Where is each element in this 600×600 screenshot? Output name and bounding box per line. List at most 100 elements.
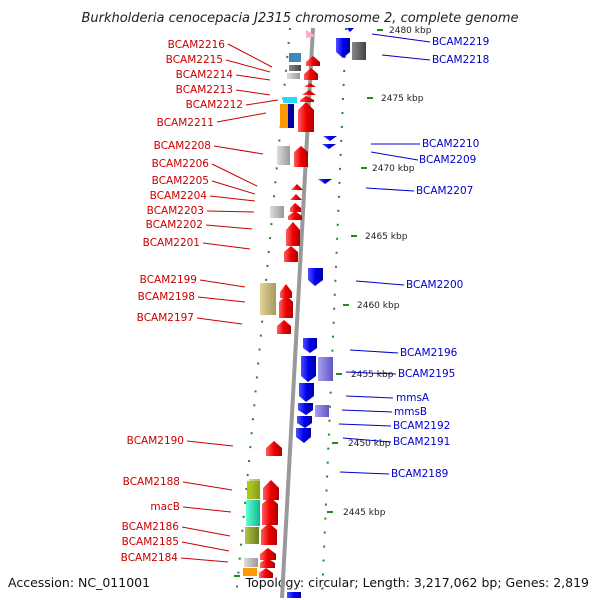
gene-label-bcam2197[interactable]: BCAM2197	[137, 312, 194, 324]
gene-label-bcam2208[interactable]: BCAM2208	[154, 140, 211, 152]
gene-label-bcam2189[interactable]: BCAM2189	[391, 468, 448, 480]
right-gene-labels: BCAM2219 BCAM2218 BCAM2210 BCAM2209 BCAM…	[391, 36, 489, 480]
gene-block	[318, 357, 333, 381]
gene-label-bcam2219[interactable]: BCAM2219	[432, 36, 489, 48]
topology-label: Topology: circular; Length: 3,217,062 bp…	[245, 575, 589, 590]
gene-arrow-reverse	[308, 268, 323, 286]
left-gene-labels: BCAM2216 BCAM2215 BCAM2214 BCAM2213 BCAM…	[121, 39, 243, 564]
gene-arrow-forward	[277, 320, 291, 334]
gene-block	[352, 42, 366, 60]
gene-label-bcam2184[interactable]: BCAM2184	[121, 552, 179, 564]
gene-arrow-forward	[279, 295, 293, 318]
scale-label-2475: 2475 kbp	[381, 94, 424, 104]
gene-label-macb[interactable]: macB	[150, 501, 180, 513]
gene-arrow-forward	[260, 548, 276, 560]
gene-block	[246, 500, 260, 526]
gene-arrow-forward	[261, 523, 277, 545]
gene-arrow-forward	[290, 203, 301, 212]
gene-label-bcam2211[interactable]: BCAM2211	[157, 117, 214, 129]
gene-arrow-forward	[298, 102, 314, 132]
gene-arrow-forward	[266, 441, 282, 456]
gene-arrow-forward	[300, 96, 314, 102]
gene-label-bcam2213[interactable]: BCAM2213	[176, 84, 233, 96]
gene-label-bcam2215[interactable]: BCAM2215	[166, 54, 223, 66]
gene-arrow-reverse	[322, 144, 336, 149]
gene-block	[270, 206, 284, 218]
scale-label-2470: 2470 kbp	[372, 164, 415, 174]
gene-label-bcam2206[interactable]: BCAM2206	[152, 158, 210, 170]
gene-arrow-forward	[291, 184, 303, 190]
gene-arrow-forward	[290, 194, 302, 200]
gene-arrow-forward	[284, 246, 298, 262]
gene-label-bcam2214[interactable]: BCAM2214	[176, 69, 234, 81]
gene-block	[245, 527, 259, 544]
gene-arrow-reverse	[323, 136, 337, 141]
gene-block	[260, 283, 276, 315]
gene-arrow-reverse	[298, 403, 313, 415]
gene-block	[280, 104, 289, 128]
gene-block	[315, 405, 329, 417]
tick-line-inner	[235, 27, 291, 599]
gene-arrow-forward	[259, 568, 273, 578]
scale-label-2460: 2460 kbp	[357, 301, 400, 311]
gene-label-bcam2199[interactable]: BCAM2199	[140, 274, 197, 286]
gene-arrow-forward	[263, 480, 279, 500]
gene-label-bcam2198[interactable]: BCAM2198	[138, 291, 195, 303]
gene-arrow-forward	[286, 222, 300, 246]
gene-arrow-forward	[302, 90, 316, 95]
gene-block	[289, 65, 301, 71]
reverse-strand-features	[287, 28, 366, 598]
map-title: Burkholderia cenocepacia J2315 chromosom…	[81, 11, 518, 26]
right-leader-lines	[338, 33, 431, 475]
scale-label-2450: 2450 kbp	[348, 439, 391, 449]
gene-label-bcam2188[interactable]: BCAM2188	[123, 476, 180, 488]
gene-block	[289, 53, 301, 62]
gene-block	[244, 558, 258, 567]
gene-arrow-reverse	[287, 592, 301, 598]
gene-label-bcam2218[interactable]: BCAM2218	[432, 54, 489, 66]
gene-arrow-reverse	[318, 179, 332, 184]
gene-arrow-forward	[306, 30, 316, 38]
gene-arrow-reverse	[301, 356, 316, 382]
gene-arrow-forward	[306, 56, 320, 66]
left-leader-lines	[180, 43, 279, 563]
scale-ticks	[234, 29, 383, 577]
gene-label-bcam2209[interactable]: BCAM2209	[419, 154, 476, 166]
forward-strand-features	[243, 30, 320, 578]
gene-label-bcam2196[interactable]: BCAM2196	[400, 347, 458, 359]
gene-arrow-forward	[280, 284, 292, 298]
gene-label-bcam2186[interactable]: BCAM2186	[122, 521, 180, 533]
gene-label-bcam2190[interactable]: BCAM2190	[127, 435, 184, 447]
gene-arrow-reverse	[303, 338, 317, 353]
gene-label-bcam2191[interactable]: BCAM2191	[393, 436, 450, 448]
gene-label-mmsa[interactable]: mmsA	[396, 392, 430, 404]
gene-label-bcam2205[interactable]: BCAM2205	[152, 175, 209, 187]
scale-label-2465: 2465 kbp	[365, 232, 408, 242]
gene-arrow-reverse	[296, 428, 311, 443]
gene-arrow-reverse	[299, 383, 314, 402]
scale-label-2445: 2445 kbp	[343, 508, 386, 518]
gene-arrow-forward	[294, 146, 308, 167]
gene-label-bcam2192[interactable]: BCAM2192	[393, 420, 450, 432]
gene-label-bcam2203[interactable]: BCAM2203	[147, 205, 204, 217]
gene-label-bcam2201[interactable]: BCAM2201	[143, 237, 200, 249]
gene-label-bcam2216[interactable]: BCAM2216	[168, 39, 226, 51]
gene-label-bcam2204[interactable]: BCAM2204	[150, 190, 208, 202]
gene-arrow-reverse	[346, 28, 354, 32]
gene-label-bcam2207[interactable]: BCAM2207	[416, 185, 473, 197]
gene-arrow-forward	[262, 497, 278, 525]
gene-label-bcam2195[interactable]: BCAM2195	[398, 368, 455, 380]
gene-label-bcam2185[interactable]: BCAM2185	[122, 536, 179, 548]
gene-label-bcam2202[interactable]: BCAM2202	[146, 219, 203, 231]
gene-label-bcam2210[interactable]: BCAM2210	[422, 138, 479, 150]
gene-block	[287, 73, 300, 79]
gene-arrow-reverse	[297, 416, 312, 428]
gene-block	[243, 568, 257, 576]
gene-block	[277, 146, 290, 165]
gene-block	[288, 104, 294, 128]
gene-label-mmsb[interactable]: mmsB	[394, 406, 427, 418]
gene-label-bcam2212[interactable]: BCAM2212	[186, 99, 243, 111]
accession-label: Accession: NC_011001	[8, 575, 150, 590]
gene-label-bcam2200[interactable]: BCAM2200	[406, 279, 463, 291]
